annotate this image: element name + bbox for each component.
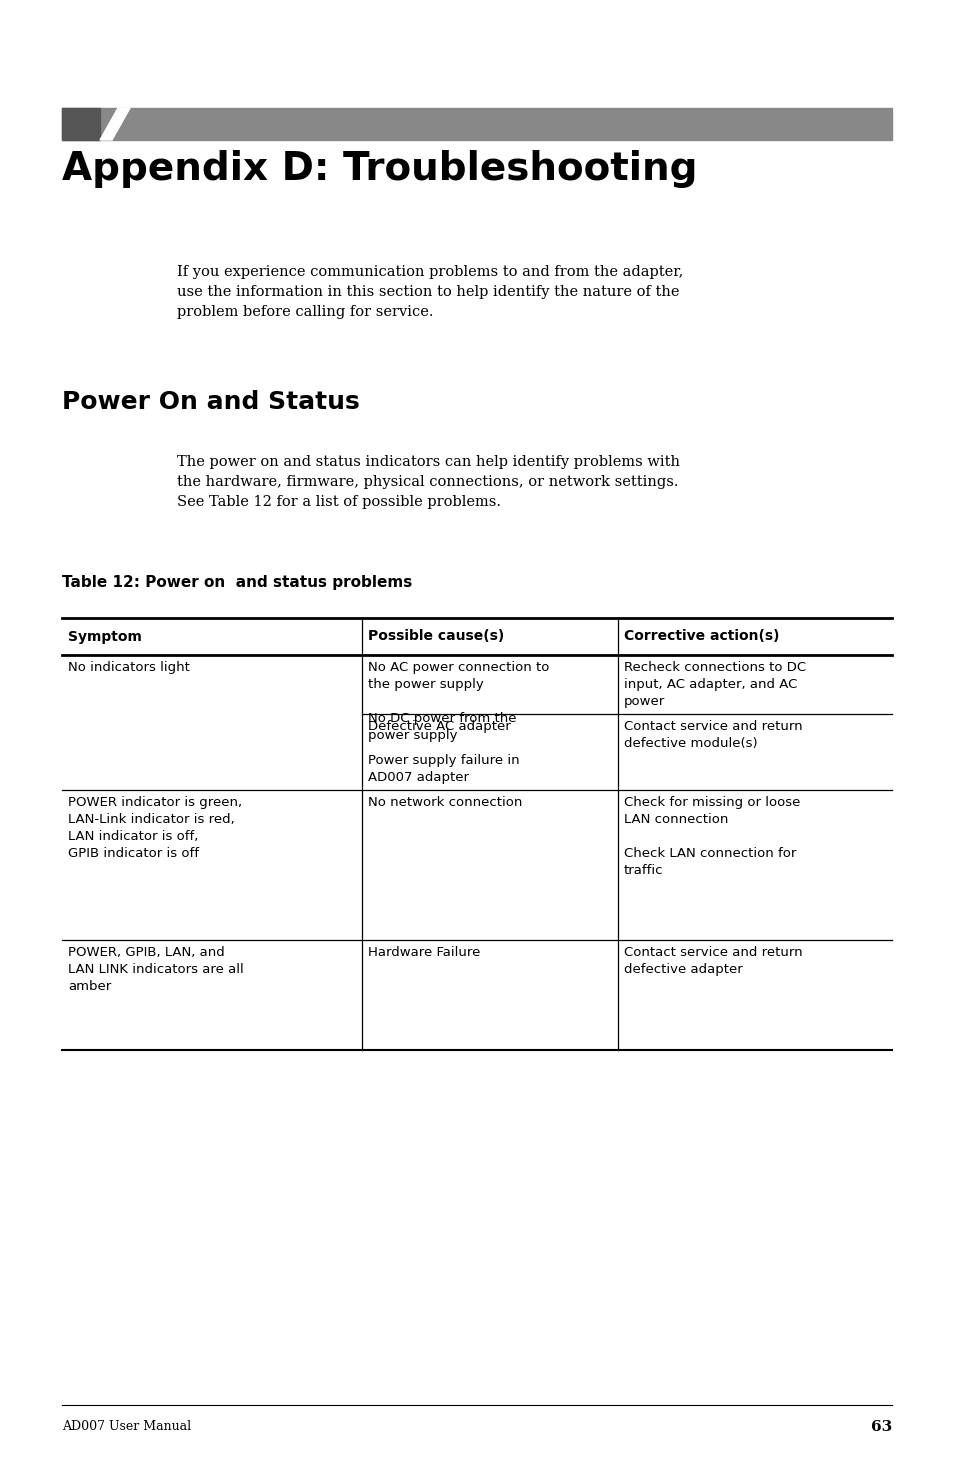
Text: 63: 63 <box>870 1420 891 1434</box>
Bar <box>62 108 100 140</box>
Text: Contact service and return
defective adapter: Contact service and return defective ada… <box>623 945 801 976</box>
Polygon shape <box>100 108 130 140</box>
Text: The power on and status indicators can help identify problems with
the hardware,: The power on and status indicators can h… <box>177 454 679 509</box>
Text: Table 12: Power on  and status problems: Table 12: Power on and status problems <box>62 575 412 590</box>
Text: Recheck connections to DC
input, AC adapter, and AC
power: Recheck connections to DC input, AC adap… <box>623 661 805 708</box>
Text: Hardware Failure: Hardware Failure <box>368 945 480 959</box>
Text: AD007 User Manual: AD007 User Manual <box>62 1420 191 1434</box>
Text: Defective AC adapter

Power supply failure in
AD007 adapter: Defective AC adapter Power supply failur… <box>368 720 519 785</box>
Text: Check for missing or loose
LAN connection

Check LAN connection for
traffic: Check for missing or loose LAN connectio… <box>623 796 800 878</box>
Text: Contact service and return
defective module(s): Contact service and return defective mod… <box>623 720 801 749</box>
Text: No AC power connection to
the power supply

No DC power from the
power supply: No AC power connection to the power supp… <box>368 661 549 742</box>
Text: Appendix D: Troubleshooting: Appendix D: Troubleshooting <box>62 150 697 187</box>
Text: Power On and Status: Power On and Status <box>62 389 359 414</box>
Text: No indicators light: No indicators light <box>68 661 190 674</box>
Text: Corrective action(s): Corrective action(s) <box>623 630 779 643</box>
Text: Possible cause(s): Possible cause(s) <box>368 630 504 643</box>
Text: Symptom: Symptom <box>68 630 142 643</box>
Text: No network connection: No network connection <box>368 796 522 808</box>
Bar <box>62 108 891 140</box>
Text: POWER, GPIB, LAN, and
LAN LINK indicators are all
amber: POWER, GPIB, LAN, and LAN LINK indicator… <box>68 945 244 993</box>
Text: If you experience communication problems to and from the adapter,
use the inform: If you experience communication problems… <box>177 266 682 319</box>
Text: POWER indicator is green,
LAN-Link indicator is red,
LAN indicator is off,
GPIB : POWER indicator is green, LAN-Link indic… <box>68 796 242 860</box>
